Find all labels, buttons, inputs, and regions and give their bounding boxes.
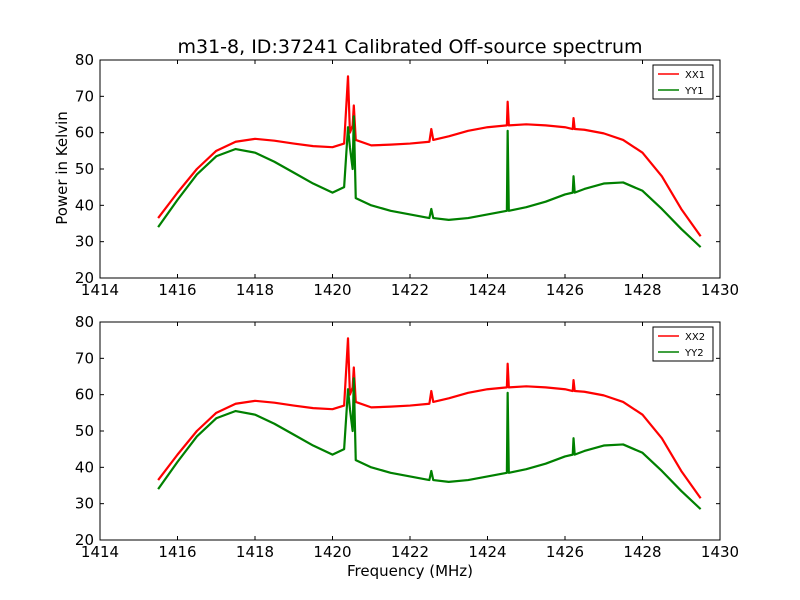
x-tick-label: 1422 — [391, 281, 429, 299]
bottom-plot-panel: 1414 1416 1418 1420 1422 1424 1426 1428 1430 20 30… — [75, 313, 739, 561]
x-tick-label: 1420 — [313, 281, 351, 299]
legend-box — [652, 64, 714, 100]
x-tick-label: 1430 — [701, 543, 739, 561]
x-tick-label: 1416 — [158, 543, 196, 561]
y-tick-label: 70 — [75, 87, 94, 105]
legend-label: YY2 — [684, 348, 704, 359]
x-tick-label: 1424 — [468, 281, 506, 299]
series-line-xx2 — [157, 337, 702, 499]
y-tick-label: 50 — [75, 160, 94, 178]
y-tick-label: 80 — [75, 51, 94, 69]
x-axis-label: Frequency (MHz) — [347, 562, 473, 580]
series-line-xx1 — [157, 75, 702, 237]
series-line-yy1 — [157, 115, 702, 248]
y-tick-label: 20 — [75, 269, 94, 287]
legend-box — [652, 326, 714, 362]
x-tick-label: 1430 — [701, 281, 739, 299]
x-tick-label: 1416 — [158, 281, 196, 299]
y-tick-label: 60 — [75, 386, 94, 404]
x-tick-label: 1426 — [546, 543, 584, 561]
legend-label: XX2 — [685, 332, 705, 343]
x-tick-label: 1422 — [391, 543, 429, 561]
x-tick-label: 1418 — [236, 281, 274, 299]
x-tick-label: 1428 — [623, 281, 661, 299]
y-tick-label: 50 — [75, 422, 94, 440]
y-tick-label: 30 — [75, 495, 94, 513]
y-tick-label: 60 — [75, 124, 94, 142]
x-tick-label: 1414 — [81, 281, 119, 299]
y-tick-label: 20 — [75, 531, 94, 549]
x-tick-label: 1428 — [623, 543, 661, 561]
y-tick-label: 80 — [75, 313, 94, 331]
x-tick-label: 1426 — [546, 281, 584, 299]
legend-label: YY1 — [684, 86, 704, 97]
x-tick-label: 1420 — [313, 543, 351, 561]
series-line-yy2 — [157, 377, 702, 510]
y-tick-label: 40 — [75, 458, 94, 476]
legend-label: XX1 — [685, 70, 705, 81]
y-tick-label: 40 — [75, 196, 94, 214]
figure-title: m31-8, ID:37241 Calibrated Off-source sp… — [178, 36, 643, 58]
top-plot-panel: 1414 1416 1418 1420 1422 1424 1426 1428 1430 20 30… — [75, 51, 739, 299]
y-tick-label: 70 — [75, 349, 94, 367]
y-axis-label: Power in Kelvin — [53, 111, 71, 225]
x-tick-label: 1424 — [468, 543, 506, 561]
x-tick-label: 1418 — [236, 543, 274, 561]
plot-frame — [99, 321, 721, 541]
x-tick-label: 1414 — [81, 543, 119, 561]
y-tick-label: 30 — [75, 233, 94, 251]
plot-frame — [99, 59, 721, 279]
